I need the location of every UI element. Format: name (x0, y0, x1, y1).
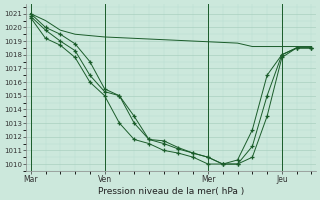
X-axis label: Pression niveau de la mer( hPa ): Pression niveau de la mer( hPa ) (98, 187, 244, 196)
